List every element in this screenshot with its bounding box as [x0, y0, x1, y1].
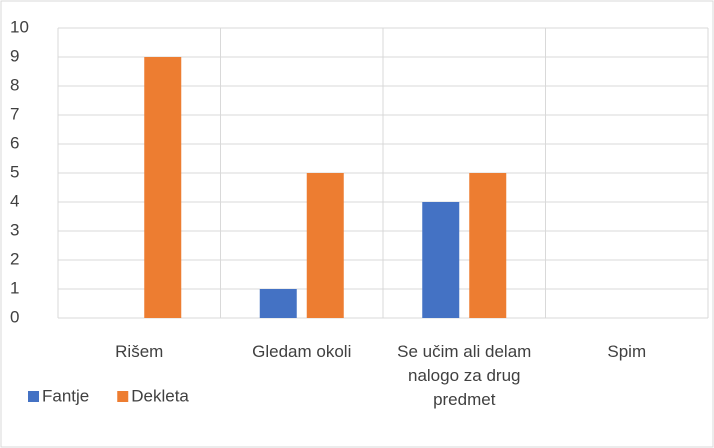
x-tick-label: Spim: [607, 342, 647, 361]
x-tick-label: Se učim ali delam nalogo za drug predmet: [397, 342, 532, 409]
y-tick-label: 1: [10, 278, 19, 297]
x-tick-label: Rišem: [115, 342, 164, 361]
y-tick-label: 5: [10, 162, 19, 181]
legend-swatch: [28, 391, 39, 402]
x-tick-label: Gledam okoli: [252, 342, 352, 361]
legend-swatch: [117, 391, 129, 402]
bar: [469, 173, 507, 318]
y-tick-label: 7: [10, 104, 19, 123]
y-tick-label: 10: [10, 17, 29, 36]
y-tick-label: 4: [10, 191, 19, 210]
bar: [422, 202, 460, 318]
y-tick-label: 2: [10, 249, 19, 268]
y-tick-label: 8: [10, 75, 19, 94]
legend-label: Dekleta: [131, 386, 189, 405]
y-tick-label: 3: [10, 220, 19, 239]
bar: [306, 173, 344, 318]
legend-label: Fantje: [42, 386, 89, 405]
bar: [144, 57, 182, 318]
y-tick-label: 9: [10, 46, 19, 65]
y-tick-label: 0: [10, 307, 19, 326]
y-tick-label: 6: [10, 133, 19, 152]
bar: [259, 289, 297, 318]
